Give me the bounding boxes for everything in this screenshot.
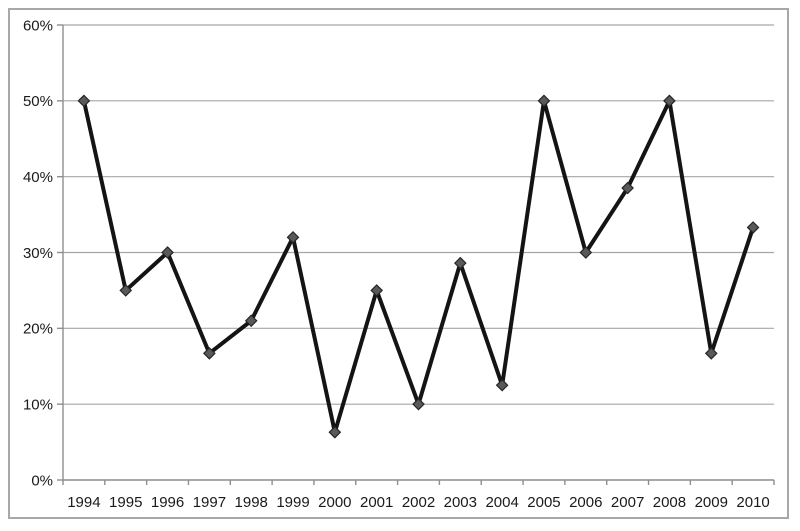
data-point-1994 [77, 94, 91, 108]
data-point-2008 [663, 94, 676, 108]
chart-frame [8, 8, 789, 519]
data-point-2005 [537, 94, 551, 108]
x-tick-label-1994: 1994 [67, 494, 100, 511]
x-tick-label-2003: 2003 [444, 494, 477, 511]
x-tick-label-2006: 2006 [569, 494, 602, 511]
x-tick-label-2002: 2002 [402, 494, 435, 511]
y-tick-label-60%: 60% [23, 17, 53, 34]
data-point-1996 [161, 246, 174, 259]
data-point-2000 [328, 425, 342, 439]
data-point-1999 [286, 230, 300, 244]
x-tick-label-2001: 2001 [360, 494, 393, 511]
data-point-1995 [119, 284, 133, 297]
x-tick-label-2007: 2007 [611, 494, 644, 511]
x-tick-label-1998: 1998 [235, 494, 268, 511]
data-point-2010 [746, 221, 760, 234]
x-tick-label-2005: 2005 [527, 494, 560, 511]
x-tick-label-1996: 1996 [151, 494, 184, 511]
data-point-2004 [495, 378, 509, 392]
data-point-2003 [453, 256, 467, 270]
x-tick-label-2008: 2008 [653, 494, 686, 511]
y-tick-label-40%: 40% [23, 169, 53, 186]
y-tick-label-50%: 50% [23, 93, 53, 110]
y-tick-label-0%: 0% [31, 472, 53, 489]
x-tick-label-2004: 2004 [485, 494, 518, 511]
data-point-1997 [203, 347, 216, 360]
x-tick-label-1995: 1995 [109, 494, 142, 511]
data-point-2001 [370, 284, 384, 297]
y-tick-label-20%: 20% [23, 321, 53, 338]
x-tick-label-2000: 2000 [318, 494, 351, 511]
x-tick-label-1997: 1997 [193, 494, 226, 511]
x-tick-label-1999: 1999 [276, 494, 309, 511]
data-point-2009 [704, 347, 718, 360]
data-point-2002 [412, 397, 425, 411]
y-tick-label-10%: 10% [23, 396, 53, 413]
data-point-1998 [244, 314, 258, 328]
x-tick-label-2010: 2010 [736, 494, 769, 511]
data-point-2006 [579, 246, 593, 259]
data-point-2007 [621, 181, 634, 195]
y-tick-label-30%: 30% [23, 245, 53, 262]
x-tick-label-2009: 2009 [695, 494, 728, 511]
data-series-line [81, 98, 756, 435]
